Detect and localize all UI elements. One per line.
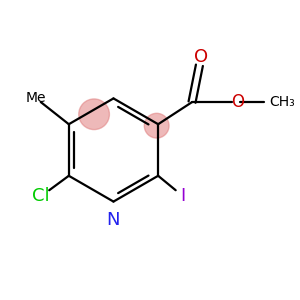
Text: I: I [181,188,186,206]
Text: Cl: Cl [32,188,50,206]
Text: CH₃: CH₃ [270,95,295,109]
Text: Me: Me [25,91,46,105]
Circle shape [144,113,169,138]
Text: N: N [107,211,120,229]
Text: O: O [231,92,244,110]
Text: O: O [194,48,208,66]
Circle shape [79,99,110,130]
